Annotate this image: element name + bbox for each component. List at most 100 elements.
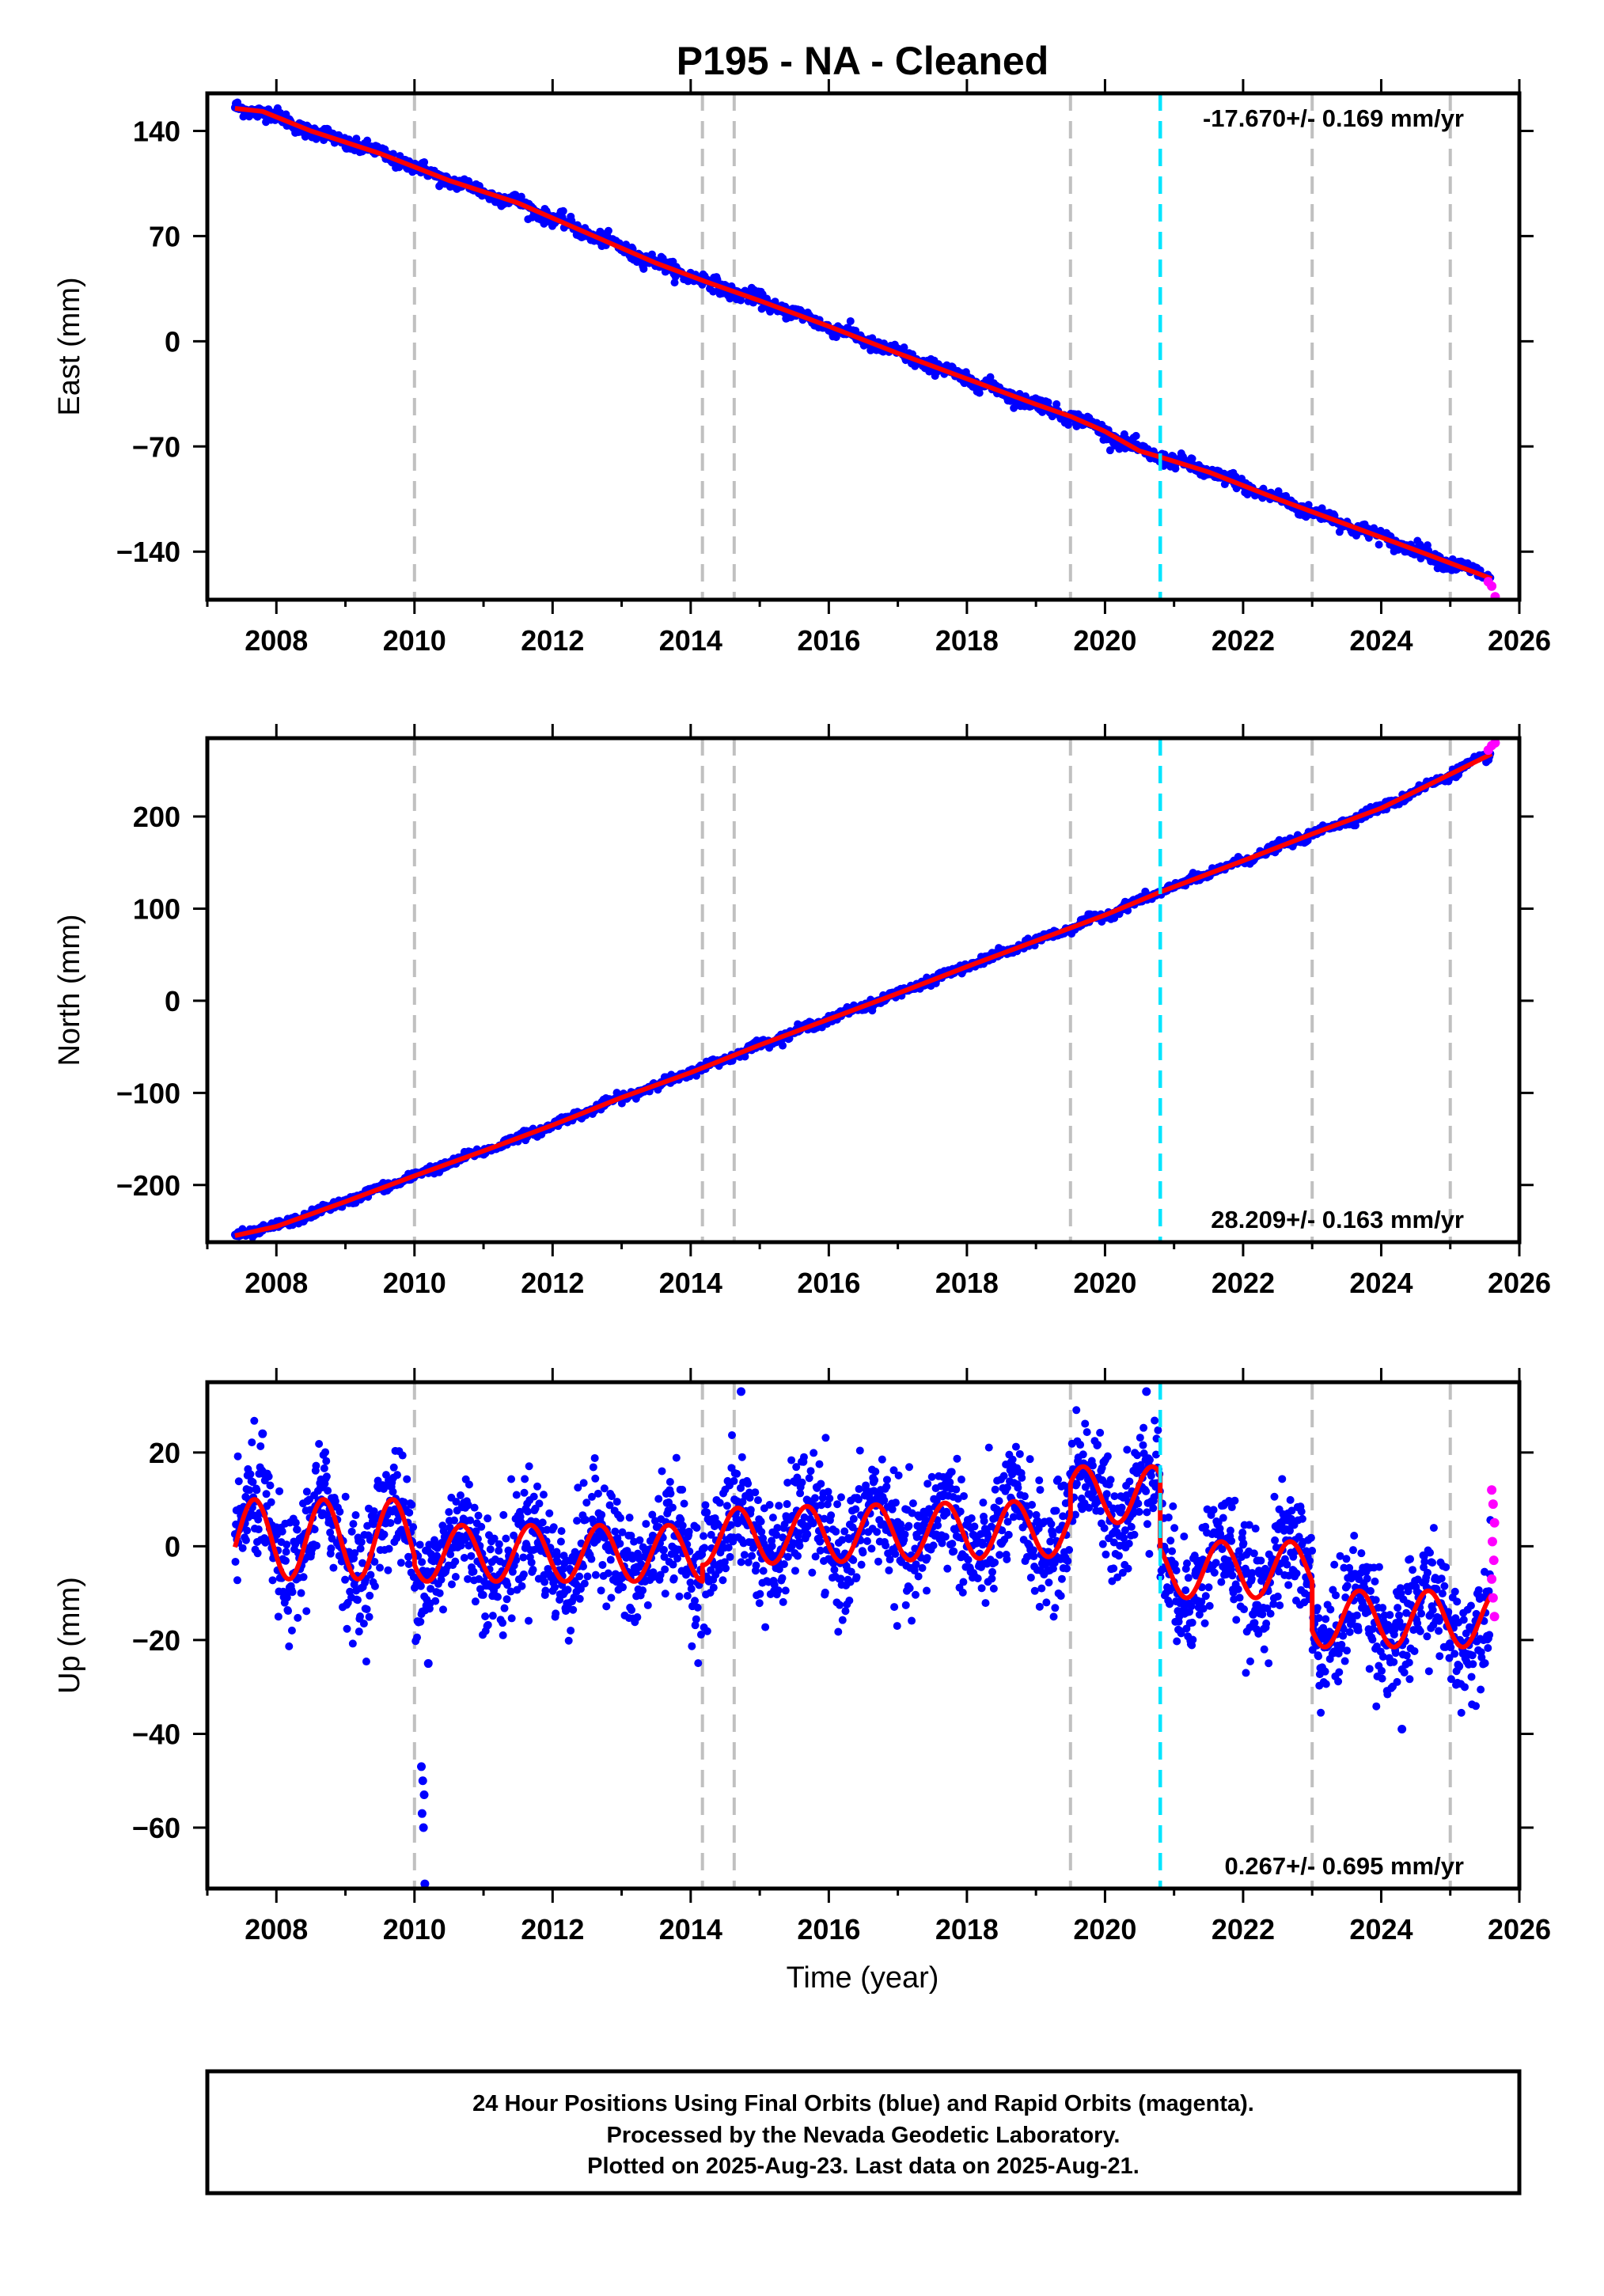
final-orbit-point xyxy=(385,1544,393,1553)
final-orbit-point xyxy=(291,1518,300,1527)
final-orbit-point xyxy=(1030,1552,1038,1561)
final-orbit-point xyxy=(327,1544,336,1553)
final-orbit-point xyxy=(722,1564,730,1573)
final-orbit-point xyxy=(678,1521,687,1530)
final-orbit-point xyxy=(517,192,525,201)
final-orbit-point xyxy=(783,1478,792,1487)
final-orbit-point xyxy=(811,1552,820,1561)
final-orbit-point xyxy=(905,1584,914,1593)
final-orbit-point xyxy=(299,1573,308,1582)
final-orbit-point xyxy=(639,264,648,273)
final-orbit-point xyxy=(757,1528,766,1536)
final-orbit-point xyxy=(817,1501,825,1510)
final-orbit-point xyxy=(863,1536,871,1545)
final-orbit-point xyxy=(770,1581,779,1589)
final-orbit-point xyxy=(929,1541,938,1550)
final-orbit-point xyxy=(783,1500,791,1509)
final-orbit-point xyxy=(781,1586,790,1595)
final-orbit-point xyxy=(502,1595,511,1604)
final-orbit-point xyxy=(582,1498,591,1507)
final-orbit-point xyxy=(1049,1612,1058,1621)
final-orbit-point xyxy=(1318,504,1326,513)
final-orbit-point xyxy=(845,1597,854,1605)
final-orbit-point xyxy=(741,1052,749,1061)
final-orbit-point xyxy=(715,1498,724,1507)
final-orbit-point xyxy=(550,1583,559,1592)
final-orbit-point xyxy=(838,1616,847,1624)
final-orbit-point xyxy=(817,1480,825,1488)
final-orbit-point xyxy=(746,1506,755,1514)
final-orbit-point xyxy=(691,1621,700,1630)
final-orbit-point xyxy=(683,1592,692,1601)
final-orbit-point xyxy=(446,1523,454,1532)
final-orbit-point xyxy=(838,1536,847,1544)
final-orbit-point xyxy=(738,1453,746,1461)
final-orbit-point xyxy=(787,1456,796,1464)
final-orbit-point xyxy=(870,1476,879,1484)
final-orbit-point xyxy=(521,1475,529,1483)
final-orbit-point xyxy=(366,1570,375,1579)
final-orbit-point xyxy=(408,1500,416,1509)
final-orbit-point xyxy=(538,1518,547,1527)
final-orbit-point xyxy=(1109,1564,1118,1573)
final-orbit-point xyxy=(616,1540,624,1548)
final-orbit-point xyxy=(486,1545,495,1554)
final-orbit-point xyxy=(563,1586,572,1594)
x-tick-label: 2010 xyxy=(383,624,446,657)
final-orbit-point xyxy=(573,1517,582,1525)
final-orbit-point xyxy=(811,1494,820,1502)
final-orbit-point xyxy=(1076,1441,1085,1449)
final-orbit-point xyxy=(451,1557,460,1566)
final-orbit-point xyxy=(370,1582,379,1590)
final-orbit-point xyxy=(752,1561,760,1570)
final-orbit-point xyxy=(893,1622,901,1631)
final-orbit-point xyxy=(768,1542,776,1551)
plot-frame xyxy=(205,736,1522,1245)
y-tick-label: −70 xyxy=(132,430,180,463)
model-fit-line xyxy=(234,752,1493,1238)
final-orbit-point xyxy=(418,1558,427,1567)
final-orbit-point xyxy=(779,1041,787,1050)
final-orbit-point xyxy=(587,1555,596,1563)
final-orbit-point xyxy=(1004,1530,1013,1539)
final-orbit-point xyxy=(793,1473,802,1482)
final-orbit-point xyxy=(238,1544,247,1552)
final-orbit-point xyxy=(643,1601,652,1609)
final-orbit-point xyxy=(833,1500,842,1509)
final-orbit-point xyxy=(331,1497,339,1506)
final-orbit-point xyxy=(460,1554,468,1563)
final-orbit-point xyxy=(430,1536,439,1544)
final-orbit-point xyxy=(946,1478,954,1487)
final-orbit-point xyxy=(393,1471,402,1480)
final-orbit-point xyxy=(470,1503,479,1512)
rapid-orbit-point xyxy=(1490,738,1500,748)
final-orbit-point xyxy=(751,1488,760,1497)
final-orbit-point xyxy=(405,1508,414,1517)
final-orbit-point xyxy=(483,1514,492,1523)
final-orbit-point xyxy=(911,1590,920,1599)
final-orbit-point xyxy=(658,1467,666,1476)
final-orbit-point xyxy=(773,1524,782,1533)
final-orbit-point xyxy=(416,1582,425,1590)
final-orbit-point xyxy=(941,1533,950,1541)
final-orbit-point xyxy=(457,1541,465,1550)
final-orbit-point xyxy=(349,1520,358,1529)
x-tick-label: 2026 xyxy=(1488,1267,1551,1299)
y-tick-label: −140 xyxy=(116,536,180,568)
final-orbit-point xyxy=(654,1495,663,1503)
final-orbit-point xyxy=(464,1574,472,1583)
final-orbit-point xyxy=(291,1540,300,1548)
panels-group: 2008 2010 2012 2014 2016 2018 2020 2022 2024 2026… xyxy=(53,79,1551,1946)
final-orbit-point xyxy=(901,1601,910,1609)
final-orbit-point xyxy=(821,1588,829,1597)
final-orbit-point xyxy=(1110,1492,1119,1501)
final-orbit-point xyxy=(921,1516,930,1525)
final-orbit-point xyxy=(525,1462,533,1471)
final-orbit-point xyxy=(322,1472,331,1481)
final-orbit-point xyxy=(495,1546,503,1555)
final-orbit-point xyxy=(1102,1490,1111,1498)
final-orbit-point xyxy=(1096,1428,1105,1437)
final-orbit-point xyxy=(904,1521,913,1530)
final-orbit-point xyxy=(347,1527,356,1536)
final-orbit-point xyxy=(359,1620,368,1628)
